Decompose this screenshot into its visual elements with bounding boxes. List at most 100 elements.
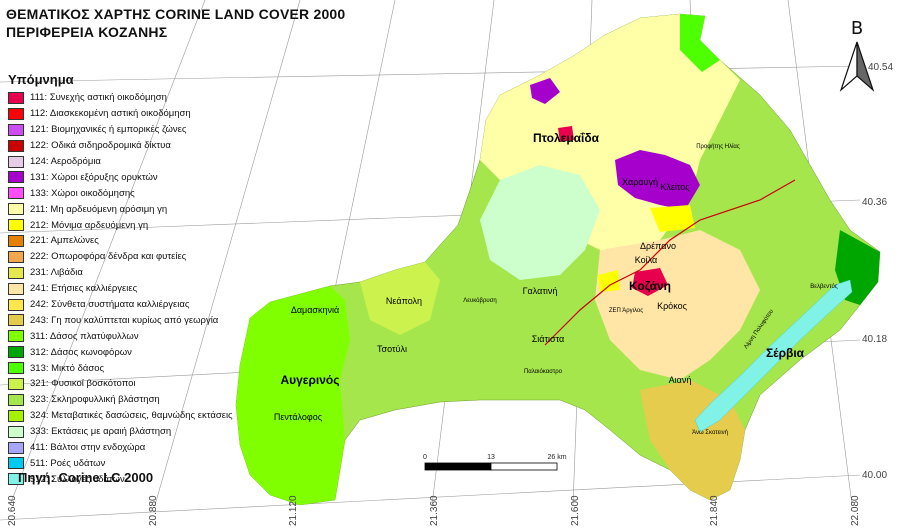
legend-label: 112: Διασκεκομένη αστική οικοδόμηση (30, 108, 191, 120)
legend-item-112: 112: Διασκεκομένη αστική οικοδόμηση (8, 106, 233, 122)
legend-swatch (8, 377, 24, 390)
legend-swatch (8, 298, 24, 311)
scale-label-0: 0 (423, 454, 427, 461)
scale-bar-segment-2 (490, 462, 558, 471)
legend-label: 121: Βιομηχανικές ή εμπορικές ζώνες (30, 124, 187, 136)
legend-item-221: 221: Αμπελώνες (8, 233, 233, 249)
legend-item-333: 333: Εκτάσεις με αραιή βλάστηση (8, 424, 233, 440)
legend-label: 511: Ροές υδάτων (30, 457, 106, 469)
legend-item-312: 312: Δάσος κωνοφόρων (8, 344, 233, 360)
legend-item-512: 512: Συλλογές υδάτων (8, 471, 233, 487)
legend-item-211: 211: Μη αρδευόμενη αρόσιμη γη (8, 201, 233, 217)
legend-swatch (8, 266, 24, 279)
grassland-patch-west (360, 262, 440, 335)
legend-swatch (8, 139, 24, 152)
legend-swatch (8, 107, 24, 120)
lat-label-4: 40.00 (862, 470, 887, 481)
legend-label: 333: Εκτάσεις με αραιή βλάστηση (30, 426, 172, 438)
legend-item-122: 122: Οδικά σιδηροδρομικά δίκτυα (8, 138, 233, 154)
legend-item-323: 323: Σκληροφυλλική βλάστηση (8, 392, 233, 408)
legend-item-131: 131: Χώροι εξόρυξης ορυκτών (8, 169, 233, 185)
place-avgerinos: Αυγερινός (280, 373, 339, 387)
legend-item-241: 241: Ετήσιες καλλιέργειες (8, 281, 233, 297)
legend-swatch (8, 346, 24, 359)
legend-label: 111: Συνεχής αστική οικοδόμηση (30, 92, 167, 104)
place-damaskinia: Δαμασκηνιά (291, 305, 339, 315)
scale-bar-segment-1 (424, 462, 492, 471)
prefecture-area (235, 13, 881, 506)
legend-swatch (8, 91, 24, 104)
map-title-line1: ΘΕΜΑΤΙΚΟΣ ΧΑΡΤΗΣ CORINE LAND COVER 2000 (6, 6, 346, 22)
place-siatista: Σιάτιστα (532, 334, 565, 344)
place-galatini: Γαλατινή (523, 286, 558, 296)
map-title-line2: ΠΕΡΙΦΕΡΕΙΑ ΚΟΖΑΝΗΣ (6, 24, 168, 40)
legend-swatch (8, 155, 24, 168)
place-aiani: Αιανή (669, 375, 692, 385)
legend-label: 211: Μη αρδευόμενη αρόσιμη γη (30, 203, 168, 215)
legend-label: 243: Γη που καλύπτεται κυρίως από γεωργί… (30, 314, 219, 326)
legend-item-222: 222: Οπωροφόρα δένδρα και φυτείες (8, 249, 233, 265)
legend-label: 122: Οδικά σιδηροδρομικά δίκτυα (30, 140, 171, 152)
legend-label: 231: Λιβάδια (30, 267, 83, 279)
legend-swatch (8, 330, 24, 343)
place-lefkopigi: Λευκόβρυση (463, 297, 496, 304)
urban-ptolemaida (558, 126, 574, 142)
coord-labels-right: 40.54 40.36 40.18 40.00 (862, 62, 893, 481)
forest-patch-northeast (680, 14, 720, 72)
legend-swatch (8, 234, 24, 247)
place-ptolemaida: Πτολεμαΐδα (533, 131, 600, 145)
arable-zone-central (595, 230, 760, 380)
lon-label-3: 21.120 (288, 495, 299, 526)
lat-label-3: 40.18 (862, 334, 887, 345)
legend-swatch (8, 187, 24, 200)
place-velventos: Βελβεντός (810, 283, 838, 290)
legend-label: 241: Ετήσιες καλλιέργειες (30, 283, 138, 295)
lon-label-4: 21.360 (429, 495, 440, 526)
legend-item-411: 411: Βάλτοι στην ενδοχώρα (8, 440, 233, 456)
legend-item-133: 133: Χώροι οικοδόμησης (8, 185, 233, 201)
legend-label: 131: Χώροι εξόρυξης ορυκτών (30, 171, 158, 183)
legend-swatch (8, 203, 24, 216)
legend-swatch (8, 473, 24, 486)
legend-swatch (8, 409, 24, 422)
place-xaravgi: Χαραυγή (622, 177, 658, 187)
legend-label: 222: Οπωροφόρα δένδρα και φυτείες (30, 251, 187, 263)
scale-label-26: 26 km (547, 454, 566, 461)
road-network (544, 179, 796, 346)
legend-item-111: 111: Συνεχής αστική οικοδόμηση (8, 90, 233, 106)
legend-swatch (8, 457, 24, 470)
place-servia: Σέρβια (766, 346, 805, 360)
legend-swatch (8, 362, 24, 375)
legend-swatch (8, 441, 24, 454)
legend-item-231: 231: Λιβάδια (8, 265, 233, 281)
legend-item-511: 511: Ροές υδάτων (8, 455, 233, 471)
legend-label: 512: Συλλογές υδάτων (30, 473, 125, 485)
north-arrow-icon: B (839, 18, 875, 92)
legend-swatch (8, 123, 24, 136)
place-pentalofos: Πεντάλοφος (274, 412, 323, 422)
legend-swatch (8, 393, 24, 406)
place-krokos: Κρόκος (657, 301, 688, 311)
mining-ptolemaida (615, 150, 700, 210)
legend-label: 411: Βάλτοι στην ενδοχώρα (30, 442, 146, 454)
legend-swatch (8, 282, 24, 295)
legend-label: 221: Αμπελώνες (30, 235, 99, 247)
place-kleitos: Κλείτος (660, 182, 690, 192)
place-argilos: ΖΕΠ Άργιλος (609, 308, 643, 314)
sparse-vegetation-zone (480, 165, 600, 280)
place-neapoli: Νεάπολη (386, 296, 422, 306)
legend-swatch (8, 425, 24, 438)
legend-item-124: 124: Αεροδρόμια (8, 154, 233, 170)
place-kozani: Κοζάνη (629, 279, 671, 293)
lon-label-1: 20.640 (7, 495, 18, 526)
irrigated-land-kozani (598, 270, 620, 292)
legend-label: 312: Δάσος κωνοφόρων (30, 346, 132, 358)
legend-label: 324: Μεταβατικές δασώσεις, θαμνώδης εκτά… (30, 410, 233, 422)
legend-item-324: 324: Μεταβατικές δασώσεις, θαμνώδης εκτά… (8, 408, 233, 424)
place-rymnio: Άνω Σκοτεινή (692, 429, 728, 436)
legend-label: 124: Αεροδρόμια (30, 156, 101, 167)
legend-label: 321: Φυσικοί βοσκότοποι (30, 378, 136, 390)
legend: 111: Συνεχής αστική οικοδόμηση 112: Διασ… (8, 90, 233, 487)
place-profitis-ilias: Προφήτης Ηλίας (696, 143, 740, 150)
